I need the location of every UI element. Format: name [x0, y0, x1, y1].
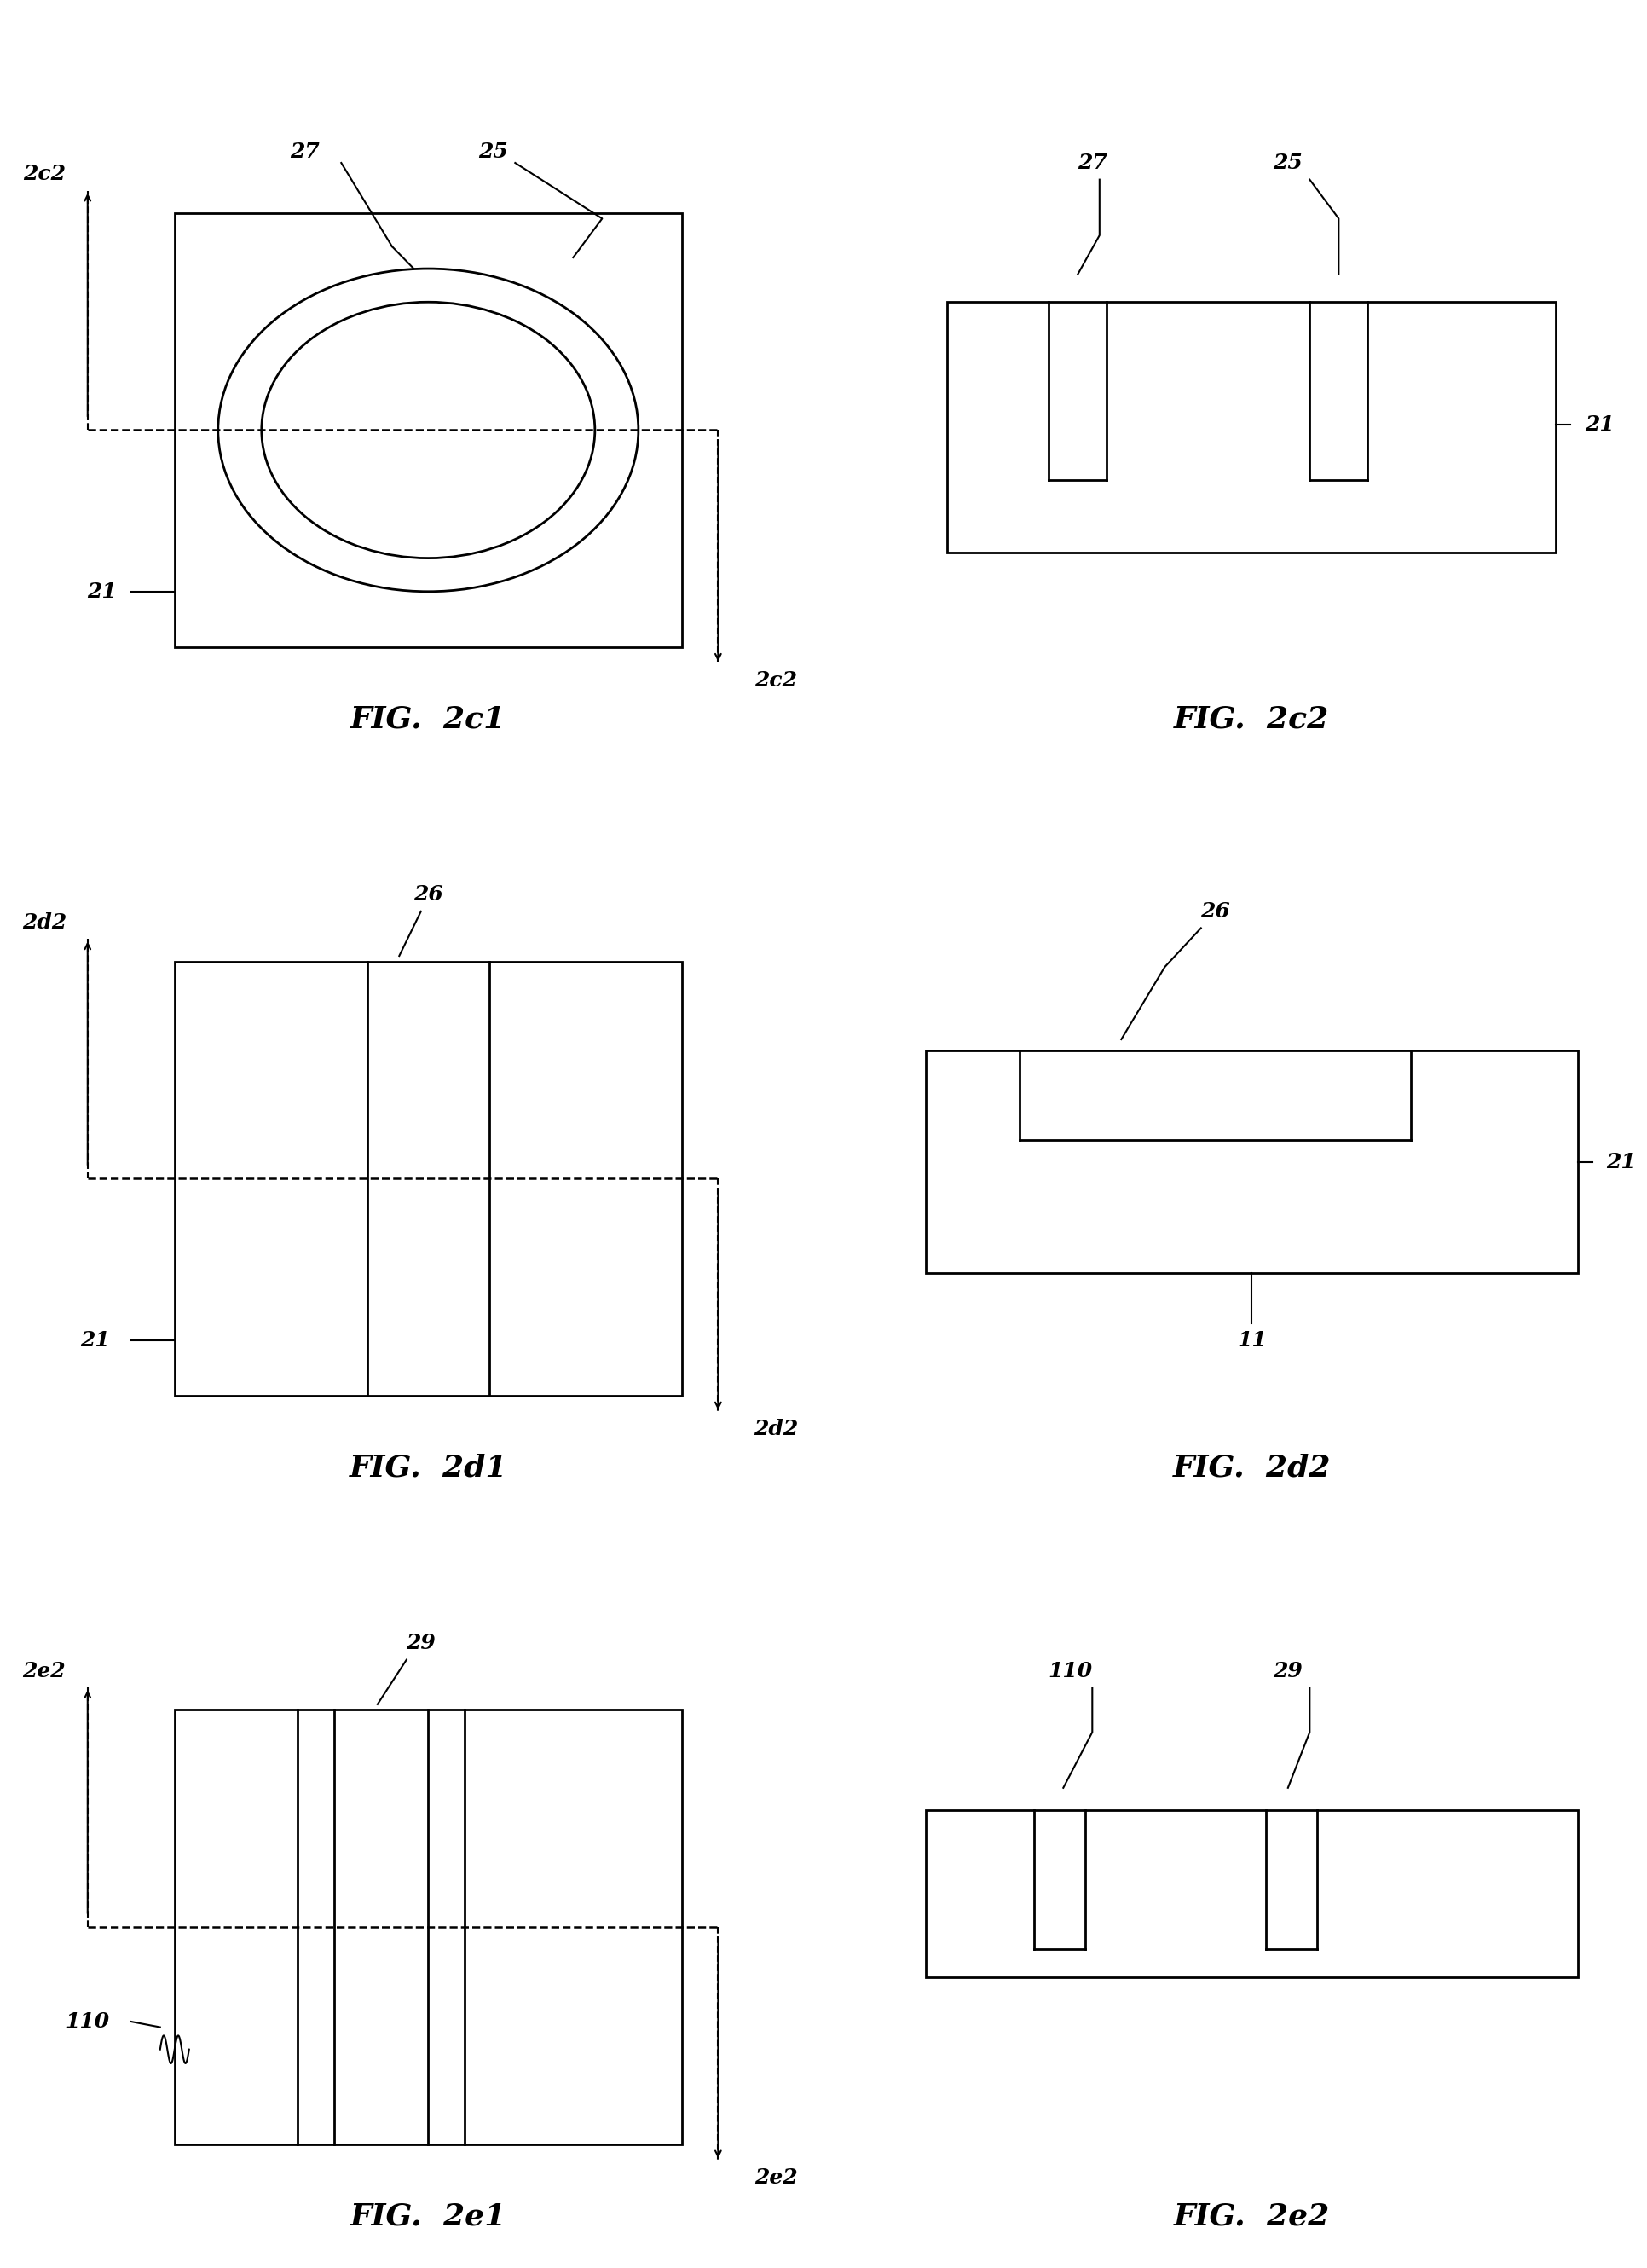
Text: 29: 29 [1273, 1660, 1303, 1681]
Text: 2e2: 2e2 [23, 1660, 66, 1681]
Text: FIG.  2e2: FIG. 2e2 [1174, 2202, 1329, 2232]
Bar [175, 213, 682, 646]
Text: FIG.  2e1: FIG. 2e1 [351, 2202, 506, 2232]
Text: 21: 21 [1584, 415, 1614, 435]
Text: FIG.  2c1: FIG. 2c1 [351, 705, 506, 735]
Text: 2e2: 2e2 [754, 2168, 797, 2189]
Text: 110: 110 [66, 2012, 110, 2032]
Text: 110: 110 [1049, 1660, 1092, 1681]
Text: 26: 26 [413, 885, 443, 905]
Text: 29: 29 [407, 1633, 436, 1653]
Circle shape [262, 302, 595, 558]
Text: FIG.  2d2: FIG. 2d2 [1173, 1454, 1331, 1483]
Text: 11: 11 [1237, 1329, 1267, 1349]
Text: 27: 27 [1077, 152, 1107, 172]
Text: 25: 25 [479, 141, 509, 161]
Text: 2c2: 2c2 [754, 671, 797, 692]
Bar [926, 1050, 1578, 1272]
Bar [947, 302, 1556, 553]
Text: 26: 26 [1201, 900, 1230, 921]
Bar [175, 1710, 682, 2143]
Text: 25: 25 [1273, 152, 1303, 172]
Text: 2d2: 2d2 [21, 912, 66, 932]
Circle shape [217, 268, 639, 592]
Text: 2d2: 2d2 [754, 1420, 799, 1440]
Text: FIG.  2c2: FIG. 2c2 [1174, 705, 1329, 735]
Text: 21: 21 [81, 1329, 110, 1349]
Bar [926, 1810, 1578, 1978]
Text: 27: 27 [290, 141, 320, 161]
Text: FIG.  2d1: FIG. 2d1 [349, 1454, 507, 1483]
Bar [175, 962, 682, 1395]
Text: 2c2: 2c2 [23, 163, 66, 184]
Text: 21: 21 [1606, 1152, 1635, 1173]
Text: 21: 21 [87, 581, 117, 601]
